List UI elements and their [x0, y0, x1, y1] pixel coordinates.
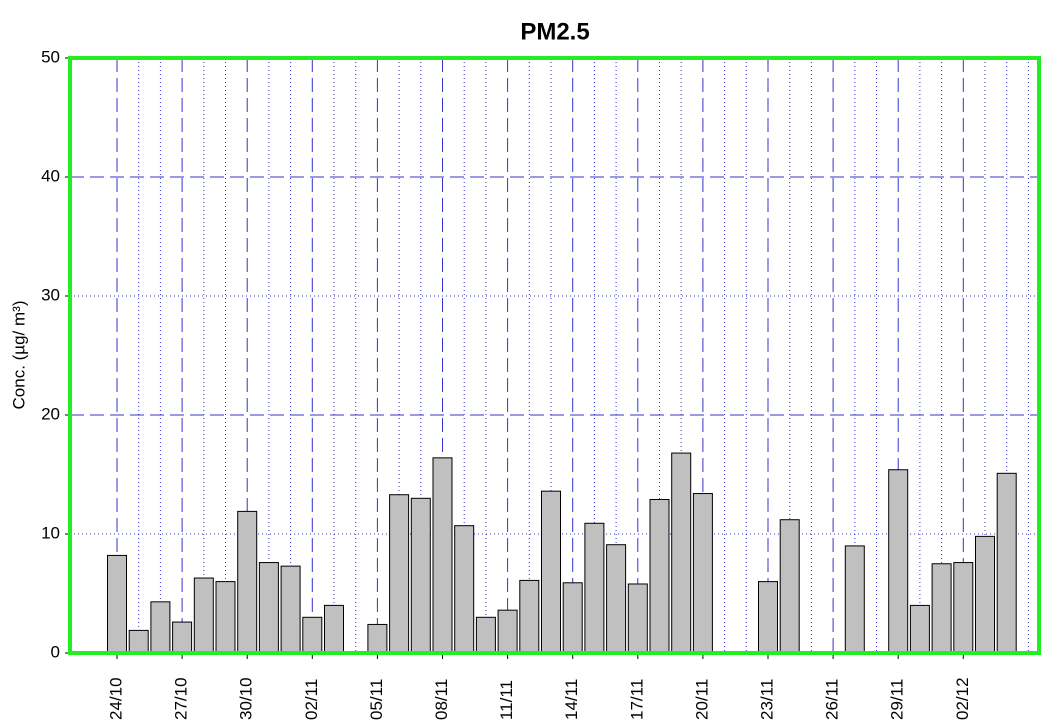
bar: [996, 472, 1017, 654]
x-tick-label: 23/11: [757, 679, 776, 720]
x-tick-label: 30/10: [237, 677, 256, 720]
bar: [692, 493, 713, 654]
bar: [280, 565, 301, 654]
y-axis-label: Conc. (µg/ m³): [9, 301, 28, 410]
x-tick-label: 24/10: [106, 677, 125, 720]
bar: [497, 609, 518, 654]
x-tick-label: 11/11: [497, 680, 516, 720]
bar: [367, 623, 388, 654]
bar: [150, 601, 171, 654]
bar: [541, 490, 561, 654]
bar: [844, 545, 865, 654]
bar: [779, 519, 800, 654]
y-tick-label: 50: [41, 47, 60, 66]
y-tick-label: 40: [41, 166, 60, 185]
bar: [237, 510, 258, 654]
y-tick-label: 30: [41, 285, 60, 304]
bar: [975, 535, 995, 654]
y-tick-label: 20: [41, 404, 60, 423]
bar: [172, 621, 193, 654]
bar: [888, 469, 909, 654]
bar: [909, 604, 930, 654]
x-tick-label: 02/11: [302, 679, 321, 720]
bar: [953, 562, 974, 654]
x-tick-label: 29/11: [888, 679, 907, 720]
bar: [627, 583, 648, 654]
bar: [258, 562, 279, 654]
x-tick-label: 20/11: [692, 679, 711, 720]
bar: [389, 494, 410, 654]
bar: [584, 522, 605, 654]
bar: [649, 498, 670, 654]
plot-frame: [68, 56, 1041, 655]
x-tick-label: 05/11: [367, 679, 386, 720]
bar: [107, 554, 127, 654]
bar: [193, 577, 214, 654]
bar: [302, 616, 323, 654]
bar: [671, 452, 692, 654]
bar: [324, 604, 344, 654]
x-tick-label: 08/11: [432, 679, 451, 720]
bar: [519, 579, 540, 654]
bar: [758, 581, 778, 654]
x-tick-label: 17/11: [627, 679, 646, 720]
x-tick-label: 02/12: [953, 677, 972, 720]
bar: [931, 563, 952, 654]
x-tick-label: 26/11: [823, 679, 842, 720]
y-tick-label: 10: [41, 523, 60, 542]
chart-title: PM2.5: [520, 18, 589, 45]
bar: [128, 629, 149, 654]
bar: [215, 581, 236, 654]
y-tick-label: 0: [51, 642, 60, 661]
x-tick-label: 14/11: [562, 679, 581, 720]
bar: [475, 616, 496, 654]
bar: [410, 497, 431, 654]
x-tick-label: 27/10: [172, 677, 191, 720]
bar: [606, 544, 627, 654]
bar: [432, 457, 453, 654]
bar: [454, 525, 475, 654]
bar: [562, 582, 583, 654]
